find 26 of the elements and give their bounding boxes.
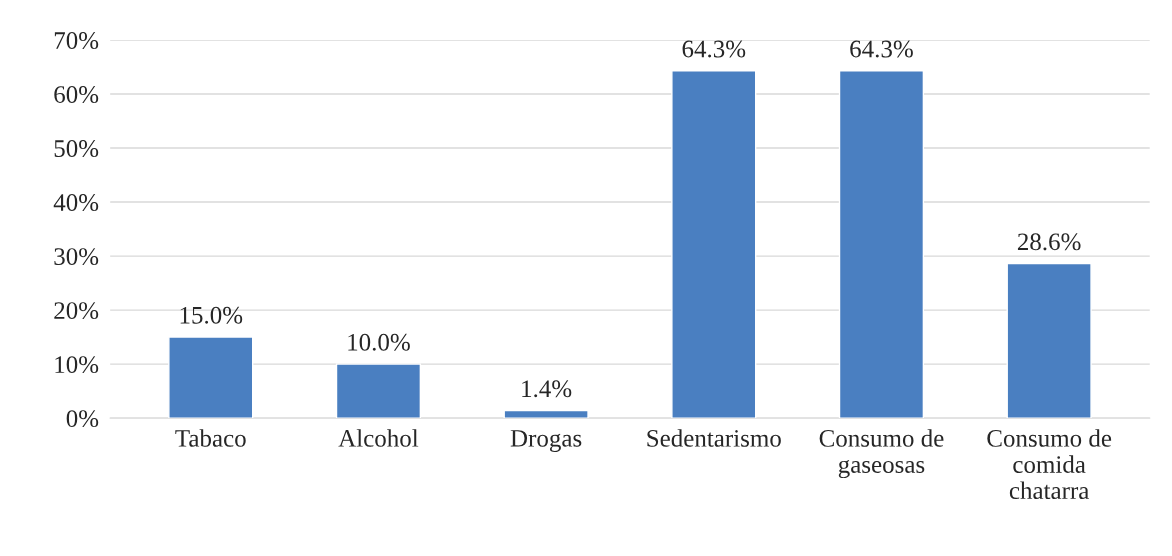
y-tick-label: 30% xyxy=(54,248,99,266)
x-tick-label: Alcohol xyxy=(338,429,419,447)
y-tick-label: 10% xyxy=(55,356,99,374)
y-tick-label: 20% xyxy=(54,302,99,320)
bar xyxy=(1006,262,1092,419)
y-tick-label: 70% xyxy=(54,32,99,50)
bar xyxy=(671,70,757,419)
x-tick-label: Consumo de comida chatarra xyxy=(987,429,1112,500)
y-tick-label: 40% xyxy=(53,194,99,212)
data-label: 15.0% xyxy=(180,306,243,324)
x-tick-label: Sedentarismo xyxy=(647,429,781,447)
data-label: 1.4% xyxy=(522,380,572,398)
y-tick-label: 50% xyxy=(54,140,99,158)
bar xyxy=(838,70,925,419)
bar xyxy=(503,409,589,419)
data-label: 64.3% xyxy=(682,40,746,58)
data-label: 28.6% xyxy=(1017,233,1081,251)
x-tick-label: Tabaco xyxy=(175,429,246,447)
x-tick-label: Drogas xyxy=(510,430,582,452)
x-tick-label: Consumo de gaseosas xyxy=(819,429,944,479)
y-tick-label: 0% xyxy=(66,410,99,428)
bar xyxy=(335,363,422,419)
data-label: 10.0% xyxy=(348,333,410,351)
data-label: 64.3% xyxy=(850,40,913,58)
y-tick-label: 60% xyxy=(54,86,99,104)
bar xyxy=(168,336,254,419)
